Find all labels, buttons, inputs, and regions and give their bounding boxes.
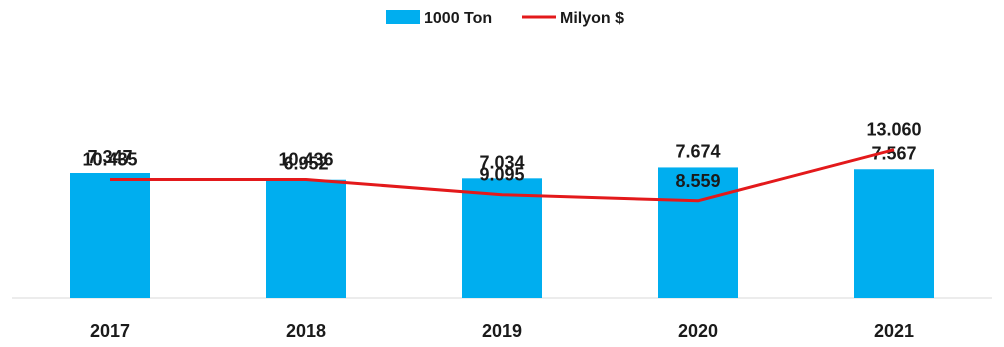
bar-label-2017: 7.347 (87, 147, 132, 167)
legend-label-line: Milyon $ (560, 10, 624, 27)
x-tick-2020: 2020 (678, 321, 718, 341)
legend-label-bars: 1000 Ton (424, 10, 492, 27)
line-series-milyon (110, 148, 895, 203)
legend: 1000 Ton Milyon $ (386, 10, 624, 27)
line-label-2019: 9.095 (479, 165, 524, 185)
bar-label-2021: 7.567 (871, 143, 916, 163)
line-label-2020: 8.559 (675, 171, 720, 191)
bar-2018 (266, 179, 346, 298)
x-tick-2017: 2017 (90, 321, 130, 341)
x-tick-2019: 2019 (482, 321, 522, 341)
bar-2021 (854, 169, 934, 298)
x-tick-2021: 2021 (874, 321, 914, 341)
legend-swatch-bars (386, 10, 420, 24)
x-tick-2018: 2018 (286, 321, 326, 341)
line-label-2017: 10.435 (82, 150, 137, 170)
line-label-2021: 13.060 (866, 120, 921, 140)
bar-2017 (70, 173, 150, 298)
bar-label-2020: 7.674 (675, 141, 720, 161)
bar-label-2018: 6.952 (283, 154, 328, 174)
line-label-2018: 10.436 (278, 149, 333, 169)
bar-2019 (462, 178, 542, 298)
bar-label-2019: 7.034 (479, 152, 524, 172)
bar-2020 (658, 167, 738, 298)
